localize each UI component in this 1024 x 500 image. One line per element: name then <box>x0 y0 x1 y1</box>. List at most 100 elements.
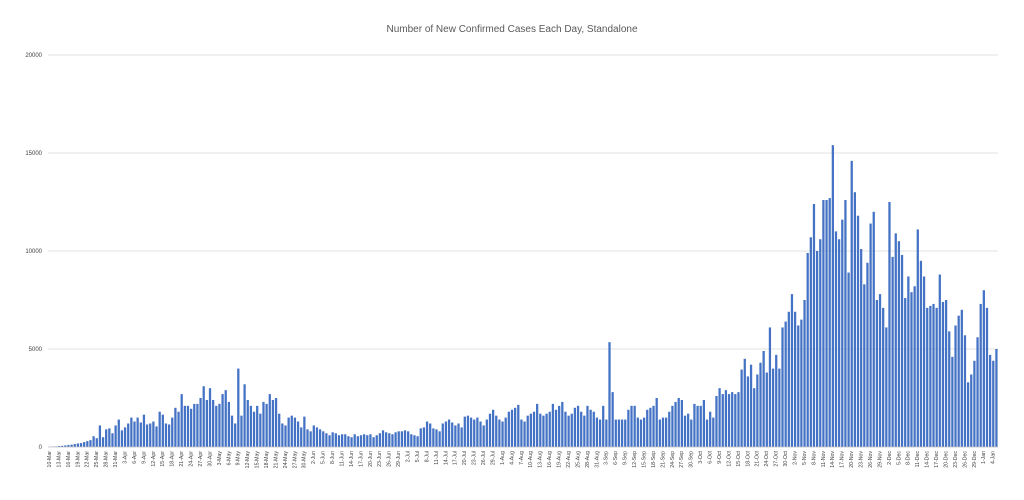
bar <box>583 415 586 447</box>
bar <box>882 307 885 447</box>
bar <box>652 405 655 447</box>
x-tick-label: 6-Oct <box>708 450 714 463</box>
bars <box>48 145 998 447</box>
x-tick-label: 27-May <box>292 451 298 469</box>
bar <box>300 427 303 447</box>
bar <box>941 301 945 447</box>
bar <box>498 419 501 447</box>
bar <box>296 421 300 447</box>
bar <box>916 229 919 447</box>
bar <box>271 399 275 447</box>
bar <box>985 307 989 447</box>
x-tick-label: 16-Mar <box>66 451 72 468</box>
bar <box>92 436 95 447</box>
bar <box>256 405 259 447</box>
x-tick-label: 21-May <box>273 451 279 469</box>
bar <box>570 413 573 447</box>
bar <box>381 430 385 447</box>
x-tick-label: 8-Jul <box>424 451 430 462</box>
bar <box>885 327 888 447</box>
bar <box>227 401 231 447</box>
bar <box>64 445 67 447</box>
x-tick-label: 16-Aug <box>547 451 553 468</box>
bar <box>208 388 212 447</box>
bar <box>897 241 901 447</box>
bar <box>573 407 577 447</box>
bar <box>595 417 599 447</box>
bar <box>800 319 803 447</box>
bar <box>278 413 281 447</box>
bar <box>778 368 781 447</box>
bar <box>658 419 661 447</box>
x-tick-label: 17-Nov <box>840 451 846 468</box>
x-tick-label: 20-Jun <box>368 451 374 467</box>
bar <box>721 394 724 447</box>
x-tick-label: 22-Aug <box>566 451 572 468</box>
x-tick-label: 28-Aug <box>585 451 591 468</box>
x-tick-label: 3-Oct <box>698 450 704 463</box>
x-tick-label: 5-Jul <box>415 451 421 462</box>
bar <box>957 315 960 447</box>
x-tick-label: 12-May <box>245 451 251 469</box>
x-tick-label: 1-Aug <box>500 451 506 465</box>
x-tick-label: 11-Jul <box>434 451 440 465</box>
bar <box>177 411 180 447</box>
bar <box>992 360 995 447</box>
bar <box>205 399 208 447</box>
bar <box>463 416 466 447</box>
bar <box>624 419 627 447</box>
x-axis-ticks: 10-Mar 13-Mar 16-Mar 19-Mar 22-Mar 25-Mar 28-M… <box>47 450 997 468</box>
bar <box>117 419 120 447</box>
bar <box>944 300 948 447</box>
bar <box>444 421 448 447</box>
bar <box>391 434 394 447</box>
bar <box>397 431 400 447</box>
bar <box>400 431 404 447</box>
bar <box>167 424 171 447</box>
bar <box>661 417 665 447</box>
x-tick-label: 4-Jan <box>991 451 997 464</box>
x-tick-label: 20-Dec <box>943 451 949 468</box>
y-axis-ticks: 0 5000 10000 15000 20000 <box>25 53 42 451</box>
x-tick-label: 15-May <box>255 451 261 469</box>
bar <box>441 423 444 447</box>
bar <box>331 432 334 447</box>
bar <box>709 411 712 447</box>
bar <box>485 419 488 447</box>
bar <box>904 298 907 447</box>
x-tick-label: 23-Jun <box>377 451 383 467</box>
bar <box>872 211 875 447</box>
bar <box>413 435 416 447</box>
bar <box>875 300 879 447</box>
bar <box>259 413 262 447</box>
bar <box>838 239 841 447</box>
bar <box>422 427 426 447</box>
bar <box>240 415 243 447</box>
bar <box>790 294 794 447</box>
bar <box>290 415 293 447</box>
bar <box>856 215 860 447</box>
bar <box>542 415 545 447</box>
bar <box>922 276 926 447</box>
bar <box>926 307 929 447</box>
bar <box>888 202 891 447</box>
bar <box>274 398 278 447</box>
x-tick-label: 24-May <box>283 451 289 469</box>
bar <box>114 425 117 447</box>
bar <box>649 407 652 447</box>
bar <box>831 145 834 447</box>
x-tick-label: 23-Jul <box>472 451 478 465</box>
x-tick-label: 10-Aug <box>528 451 534 468</box>
bar <box>564 411 567 447</box>
x-tick-label: 11-Nov <box>821 451 827 468</box>
bar <box>243 384 246 447</box>
bar <box>646 409 649 447</box>
bar <box>617 419 621 447</box>
bar <box>394 432 397 447</box>
bar <box>718 388 721 447</box>
bar <box>120 430 124 447</box>
bar <box>293 417 297 447</box>
x-tick-label: 5-Jun <box>321 451 327 464</box>
x-tick-label: 4-Aug <box>509 451 515 465</box>
